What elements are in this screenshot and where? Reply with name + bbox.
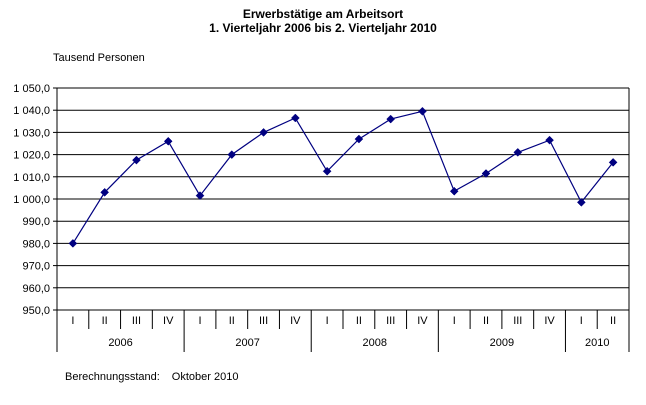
x-tick-label-year: 2009 bbox=[490, 337, 514, 349]
y-tick-label: 960,0 bbox=[22, 283, 50, 295]
data-point-marker bbox=[322, 166, 332, 176]
chart-title-line2: 1. Vierteljahr 2006 bis 2. Vierteljahr 2… bbox=[209, 21, 437, 35]
x-tick-label-quarter: III bbox=[513, 315, 522, 327]
y-tick-label: 980,0 bbox=[22, 238, 50, 250]
x-tick-label-year: 2007 bbox=[235, 337, 259, 349]
footer-note: Berechnungsstand: Oktober 2010 bbox=[65, 371, 238, 383]
x-tick-label-quarter: II bbox=[610, 315, 616, 327]
x-tick-label-quarter: I bbox=[326, 315, 329, 327]
data-point-marker bbox=[449, 186, 459, 196]
data-point-marker bbox=[290, 113, 300, 123]
x-tick-label-quarter: I bbox=[453, 315, 456, 327]
y-tick-label: 1 000,0 bbox=[13, 194, 50, 206]
x-tick-label-year: 2010 bbox=[585, 337, 609, 349]
data-point-marker bbox=[132, 155, 141, 165]
x-tick-label-quarter: IV bbox=[290, 315, 301, 327]
y-tick-label: 1 040,0 bbox=[13, 105, 50, 117]
x-tick-label-quarter: III bbox=[132, 315, 141, 327]
data-point-marker bbox=[608, 158, 618, 167]
series-line bbox=[72, 110, 614, 244]
x-tick-label-year: 2008 bbox=[363, 337, 387, 349]
data-point-marker bbox=[545, 135, 554, 145]
x-tick-label-quarter: I bbox=[198, 315, 201, 327]
data-point-marker bbox=[163, 136, 173, 146]
x-tick-label-quarter: II bbox=[356, 315, 362, 327]
x-tick-label-quarter: IV bbox=[163, 315, 174, 327]
data-point-marker bbox=[354, 134, 364, 144]
data-point-marker bbox=[513, 148, 523, 157]
data-point-marker bbox=[386, 114, 396, 124]
x-tick-label-quarter: I bbox=[71, 315, 74, 327]
y-tick-label: 1 010,0 bbox=[13, 172, 50, 184]
chart-title: Erwerbstätige am Arbeitsort 1. Viertelja… bbox=[0, 7, 646, 35]
data-point-marker bbox=[68, 239, 78, 248]
x-tick-label-quarter: II bbox=[229, 315, 235, 327]
y-tick-label: 1 020,0 bbox=[13, 150, 50, 162]
x-tick-label-year: 2006 bbox=[108, 337, 132, 349]
data-point-marker bbox=[100, 187, 110, 197]
y-tick-label: 950,0 bbox=[22, 305, 50, 317]
x-tick-label-quarter: IV bbox=[417, 315, 428, 327]
y-tick-label: 1 030,0 bbox=[13, 127, 50, 139]
x-tick-label-quarter: II bbox=[102, 315, 108, 327]
data-point-marker bbox=[481, 169, 491, 178]
footer-label: Berechnungsstand: bbox=[65, 371, 160, 383]
line-chart-plot: 950,0 960,0 970,0 980,0 990,0 1 000,0 1 010,0 1… bbox=[13, 83, 630, 352]
data-point-marker bbox=[576, 197, 586, 207]
chart-title-line1: Erwerbstätige am Arbeitsort bbox=[242, 7, 404, 21]
footer-value: Oktober 2010 bbox=[171, 371, 239, 383]
x-tick-label-quarter: III bbox=[386, 315, 395, 327]
y-axis-unit-label: Tausend Personen bbox=[53, 52, 145, 64]
y-tick-label: 970,0 bbox=[22, 261, 50, 273]
x-tick-label-quarter: III bbox=[259, 315, 268, 327]
data-point-marker bbox=[227, 150, 237, 159]
data-point-marker bbox=[418, 106, 427, 116]
data-point-marker bbox=[259, 128, 268, 137]
y-tick-label: 990,0 bbox=[22, 216, 50, 228]
data-point-marker bbox=[195, 191, 205, 201]
x-tick-label-quarter: I bbox=[580, 315, 583, 327]
y-tick-label: 1 050,0 bbox=[13, 83, 50, 95]
x-tick-label-quarter: II bbox=[483, 315, 489, 327]
x-tick-label-quarter: IV bbox=[544, 315, 555, 327]
